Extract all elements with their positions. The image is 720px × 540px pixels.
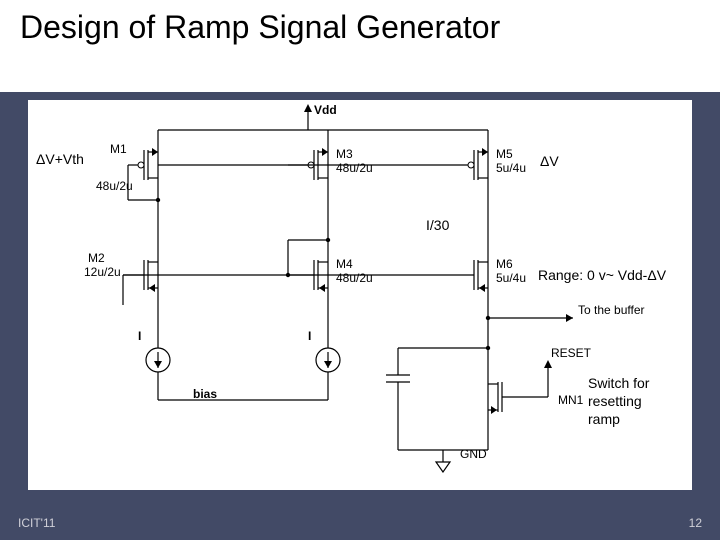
footer-left: ICIT'11 (18, 516, 55, 530)
transistor-m5: M5 5u/4u (448, 147, 526, 182)
current-i-1: I (138, 329, 141, 343)
svg-text:48u/2u: 48u/2u (96, 179, 133, 193)
svg-text:M5: M5 (496, 147, 513, 161)
svg-text:M6: M6 (496, 257, 513, 271)
annotation-switch-2: resetting (588, 393, 642, 409)
transistor-m2: M2 12u/2u (84, 251, 158, 292)
svg-text:MN1: MN1 (558, 393, 584, 407)
svg-text:48u/2u: 48u/2u (336, 271, 373, 285)
svg-text:M2: M2 (88, 251, 105, 265)
annotation-right-gate: ΔV (540, 153, 559, 169)
current-source-2 (316, 348, 340, 372)
current-source-1 (146, 348, 170, 372)
circuit-diagram: Vdd M1 48u/2u M3 48u/2u (28, 100, 692, 490)
vdd-label: Vdd (314, 103, 337, 117)
svg-text:M4: M4 (336, 257, 353, 271)
gnd-symbol: GND (436, 447, 487, 472)
annotation-switch-3: ramp (588, 411, 620, 427)
svg-text:5u/4u: 5u/4u (496, 161, 526, 175)
svg-text:M1: M1 (110, 142, 127, 156)
slide-title: Design of Ramp Signal Generator (20, 8, 700, 46)
annotation-left-gate: ΔV+Vth (36, 151, 84, 167)
svg-text:M3: M3 (336, 147, 353, 161)
footer-right: 12 (689, 516, 702, 530)
svg-text:48u/2u: 48u/2u (336, 161, 373, 175)
bias-label: bias (193, 387, 217, 401)
annotation-range: Range: 0 v~ Vdd-ΔV (538, 267, 667, 283)
current-i-2: I (308, 329, 311, 343)
svg-text:12u/2u: 12u/2u (84, 265, 121, 279)
to-buffer-label: To the buffer (578, 303, 645, 317)
title-area: Design of Ramp Signal Generator (0, 0, 720, 92)
transistor-m6: M6 5u/4u (448, 257, 526, 292)
annotation-switch-1: Switch for (588, 375, 650, 391)
transistor-m1: M1 48u/2u (96, 142, 158, 193)
svg-text:RESET: RESET (551, 346, 592, 360)
svg-text:5u/4u: 5u/4u (496, 271, 526, 285)
transistor-mn1: RESET MN1 (488, 346, 592, 414)
capacitor (386, 346, 490, 450)
annotation-i30: I/30 (426, 217, 450, 233)
svg-text:GND: GND (460, 447, 487, 461)
